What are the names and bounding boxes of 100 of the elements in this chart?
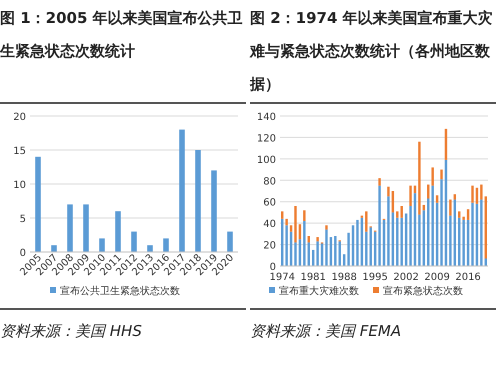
bar (480, 200, 483, 266)
y-tick-label: 15 (13, 146, 26, 157)
bar (285, 218, 288, 226)
y-tick-label: 140 (256, 112, 276, 123)
y-tick-label: 10 (13, 180, 26, 191)
y-tick-label: 0 (270, 262, 276, 273)
bar (418, 214, 421, 266)
bar (449, 216, 452, 266)
bar (387, 186, 390, 196)
bar (427, 198, 430, 266)
y-tick-label: 40 (263, 219, 276, 230)
y-tick-label: 0 (20, 248, 26, 259)
bar (400, 218, 403, 266)
bar (378, 178, 381, 186)
bar (298, 239, 302, 266)
x-tick-label: 2009 (424, 272, 450, 283)
bar (303, 210, 306, 221)
bar (436, 195, 438, 203)
x-tick-label: 1988 (331, 272, 357, 283)
bar (195, 150, 201, 252)
bar (396, 218, 398, 266)
x-tick-label: 2002 (393, 272, 419, 283)
bar (131, 232, 137, 252)
bar (211, 170, 217, 252)
text: 资料来源：美国 HHS (0, 321, 143, 342)
y-tick-label: 100 (256, 154, 276, 166)
bar (67, 204, 73, 252)
bar (338, 241, 341, 266)
x-tick-label: 1995 (362, 272, 388, 283)
chart-title: 图 2：1974 年以来美国宣布重大灾难与紧急状态次数统计（各州地区数据） (250, 8, 494, 95)
bar (409, 206, 412, 266)
bar (179, 130, 185, 252)
bar (290, 225, 292, 232)
y-tick-label: 5 (20, 214, 26, 225)
bar (365, 232, 368, 266)
bar (409, 186, 412, 206)
bar (308, 236, 310, 242)
bar (83, 204, 89, 252)
y-tick-label: 60 (263, 198, 276, 209)
x-tick-label: 1974 (269, 272, 295, 283)
bar (99, 238, 105, 252)
bar (342, 254, 346, 266)
y-tick-label: 120 (256, 133, 276, 144)
bar (436, 202, 438, 266)
bar (280, 218, 284, 266)
bar (35, 156, 41, 252)
legend-label: 宣布公共卫生紧急状态次数 (60, 285, 180, 297)
text: 资料来源：美国 FEMA (250, 321, 402, 342)
bar (476, 188, 478, 204)
bar (147, 245, 153, 252)
bar (418, 142, 421, 215)
bar (308, 242, 310, 266)
bar (454, 200, 456, 266)
bar (298, 224, 302, 240)
bar (396, 211, 398, 218)
bar (51, 245, 57, 252)
bar (449, 200, 452, 216)
bar (476, 204, 478, 266)
bar (400, 206, 403, 218)
bar (422, 204, 426, 210)
bar (312, 250, 314, 266)
bar (427, 184, 430, 198)
bar (374, 232, 376, 266)
bar (360, 218, 364, 266)
y-tick-label: 20 (263, 240, 276, 252)
bar (458, 211, 460, 218)
bar (356, 220, 359, 266)
bar (458, 218, 460, 266)
bar (370, 227, 372, 266)
bar (320, 244, 324, 266)
bar (290, 232, 292, 266)
y-tick-label: 80 (263, 176, 276, 188)
bar (387, 196, 390, 266)
bar (227, 232, 233, 252)
bar (480, 184, 483, 200)
bar (285, 225, 288, 266)
bar (484, 196, 488, 258)
bar (466, 220, 470, 266)
y-tick-label: 20 (13, 112, 26, 123)
bar (431, 167, 434, 186)
bar (330, 237, 332, 266)
bar (163, 238, 169, 252)
bar (334, 236, 337, 266)
bar (316, 241, 319, 266)
bar (316, 237, 319, 242)
bar (444, 160, 448, 266)
bar (462, 216, 465, 220)
bar (280, 211, 284, 219)
legend-label: 宣布重大灾难次数 (279, 285, 359, 297)
bar (431, 186, 434, 266)
bar (466, 209, 470, 220)
legend-label: 宣布紧急状态次数 (383, 285, 463, 297)
chart-title: 图 1：2005 年以来美国宣布公共卫生紧急状态次数统计 (0, 8, 244, 62)
bar (115, 211, 121, 252)
bar (303, 221, 306, 266)
x-tick-label: 2016 (455, 272, 481, 283)
bar (392, 191, 394, 212)
bar (444, 128, 448, 160)
bar (484, 258, 488, 266)
x-tick-label: 1981 (300, 272, 326, 283)
